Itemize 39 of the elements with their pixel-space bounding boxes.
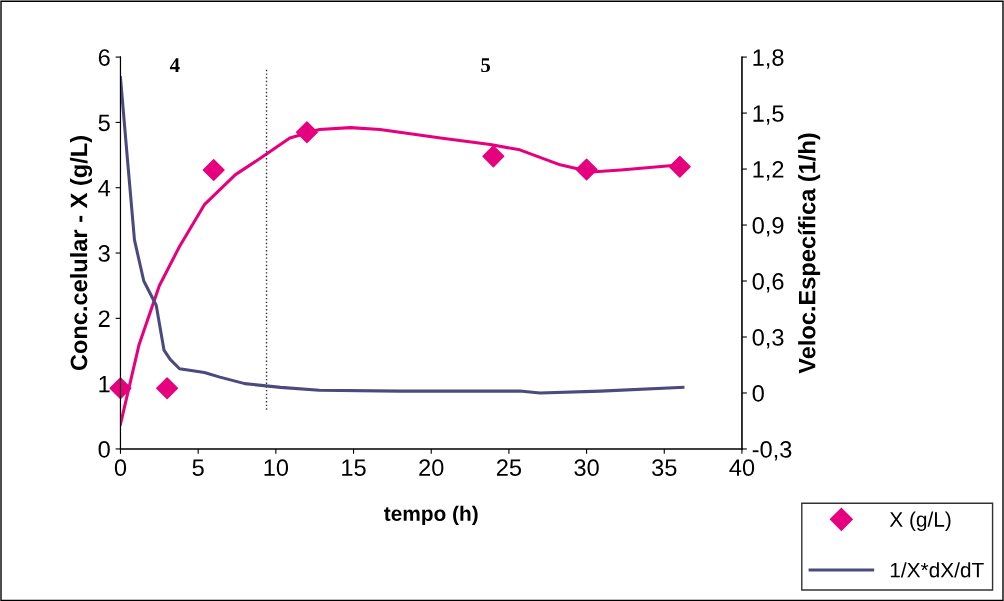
- y2-tick-label: 1,8: [753, 49, 784, 69]
- x-tick-label: 10: [264, 459, 289, 477]
- point: [668, 155, 691, 178]
- x-tick-label: 40: [729, 459, 755, 477]
- y2-tick-label: 0,9: [752, 217, 784, 237]
- point: [295, 121, 318, 144]
- legend-label: 1/X*dX/dT: [890, 562, 984, 578]
- y2-tick-label: 0,3: [752, 329, 784, 349]
- annotation: 5: [481, 58, 491, 73]
- y-tick-label: 0: [98, 441, 110, 458]
- point: [156, 377, 179, 400]
- y-tick-label: 1: [99, 375, 110, 393]
- y2-tick-label: 0,6: [752, 273, 784, 293]
- point: [109, 377, 132, 400]
- x-tick-label: 25: [496, 459, 522, 477]
- x-tick-label: 35: [652, 459, 677, 477]
- x-tick-label: 30: [574, 459, 599, 477]
- annotation: 4: [169, 58, 180, 72]
- x-tick-label: 5: [192, 459, 204, 477]
- y2-tick-label: 1,2: [753, 161, 784, 181]
- y2-tick-label: -0,3: [752, 441, 792, 461]
- y2-tick-label: 1,5: [753, 105, 784, 125]
- legend-label: X (g/L): [889, 511, 951, 531]
- y-tick-label: 6: [98, 49, 110, 66]
- line-series: [120, 76, 685, 395]
- point: [202, 159, 225, 182]
- y-tick-label: 4: [98, 180, 111, 197]
- x-axis-title: tempo (h): [384, 505, 478, 526]
- x-tick-label: 15: [342, 459, 366, 477]
- point: [575, 158, 598, 181]
- x-tick-label: 20: [419, 459, 444, 477]
- y-axis-title: Conc.celular - X (g/L): [69, 136, 93, 371]
- y-tick-label: 3: [98, 245, 110, 262]
- point: [482, 145, 505, 168]
- x-tick-label: 0: [114, 459, 127, 477]
- y-tick-label: 5: [98, 114, 110, 132]
- y2-axis-title: Veloc.Específica (1/h): [797, 133, 821, 374]
- y-tick-label: 2: [98, 310, 110, 327]
- y2-tick-label: 0: [752, 385, 764, 402]
